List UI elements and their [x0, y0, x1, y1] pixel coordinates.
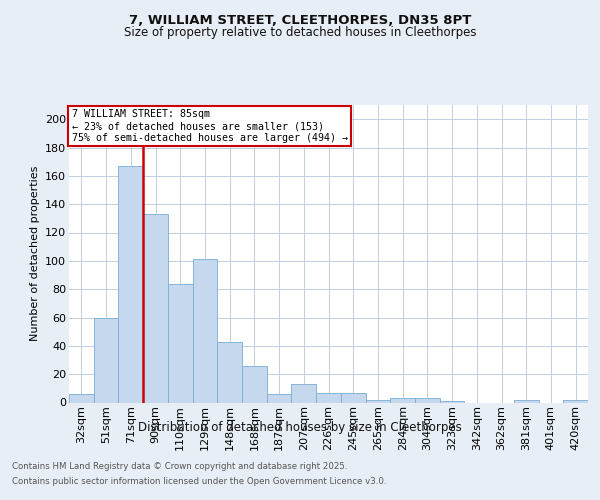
Bar — [390, 398, 415, 402]
Bar — [440, 401, 464, 402]
Bar — [365, 400, 390, 402]
Bar — [514, 400, 539, 402]
Y-axis label: Number of detached properties: Number of detached properties — [29, 166, 40, 342]
Bar — [143, 214, 168, 402]
Bar — [316, 392, 341, 402]
Text: Size of property relative to detached houses in Cleethorpes: Size of property relative to detached ho… — [124, 26, 476, 39]
Bar — [94, 318, 118, 402]
Bar — [69, 394, 94, 402]
Text: 7 WILLIAM STREET: 85sqm
← 23% of detached houses are smaller (153)
75% of semi-d: 7 WILLIAM STREET: 85sqm ← 23% of detache… — [71, 110, 347, 142]
Bar — [341, 392, 365, 402]
Text: Distribution of detached houses by size in Cleethorpes: Distribution of detached houses by size … — [138, 421, 462, 434]
Bar — [118, 166, 143, 402]
Bar — [217, 342, 242, 402]
Bar — [267, 394, 292, 402]
Bar — [563, 400, 588, 402]
Bar — [292, 384, 316, 402]
Bar — [415, 398, 440, 402]
Text: Contains HM Land Registry data © Crown copyright and database right 2025.: Contains HM Land Registry data © Crown c… — [12, 462, 347, 471]
Bar — [242, 366, 267, 403]
Text: Contains public sector information licensed under the Open Government Licence v3: Contains public sector information licen… — [12, 477, 386, 486]
Bar — [168, 284, 193, 403]
Bar — [193, 260, 217, 402]
Text: 7, WILLIAM STREET, CLEETHORPES, DN35 8PT: 7, WILLIAM STREET, CLEETHORPES, DN35 8PT — [129, 14, 471, 27]
